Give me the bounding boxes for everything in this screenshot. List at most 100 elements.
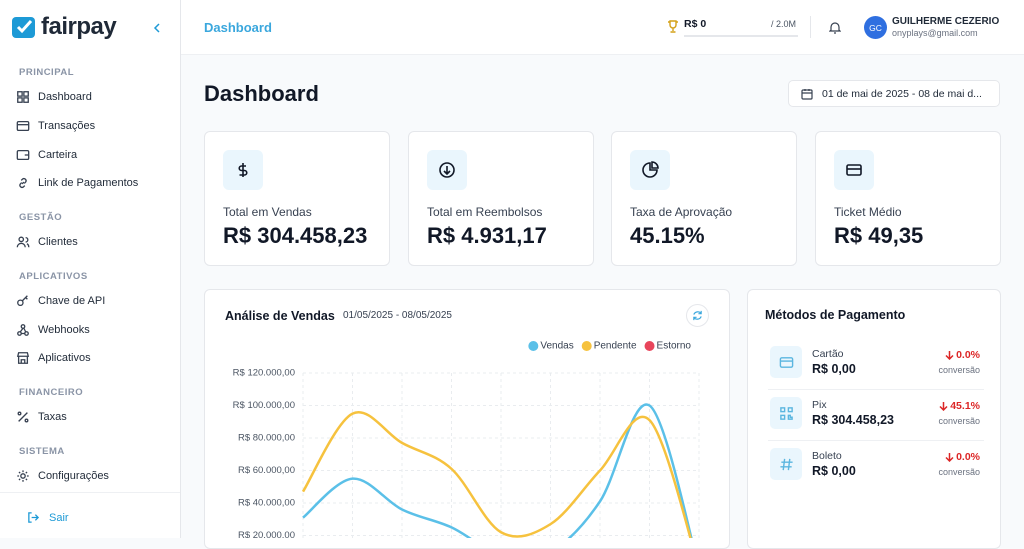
nav-icon: [17, 470, 29, 482]
stat-value: R$ 304.458,23: [223, 223, 368, 248]
logout-icon: [28, 512, 40, 523]
goal-progress: [684, 35, 798, 37]
logout-button[interactable]: Sair: [27, 511, 69, 524]
nav-item[interactable]: Configurações: [16, 468, 109, 484]
method-amount: R$ 0,00: [812, 464, 856, 478]
nav-item[interactable]: Clientes: [16, 234, 78, 250]
nav-item[interactable]: Carteira: [16, 147, 77, 163]
nav-section-title: SISTEMA: [19, 445, 65, 457]
nav-icon: [16, 236, 30, 248]
user-name: GUILHERME CEZERIO: [892, 16, 1000, 27]
icon: [779, 356, 793, 368]
logo-icon: [12, 17, 35, 38]
legend-label: Estorno: [657, 341, 692, 352]
notifications-button[interactable]: [829, 21, 841, 34]
change-value: 0.0%: [956, 451, 980, 463]
nav-icon: [17, 411, 29, 423]
nav-item[interactable]: Dashboard: [16, 89, 92, 105]
payment-method: Pix R$ 304.458,23 45.1% conversão: [768, 389, 984, 441]
nav-item[interactable]: Link de Pagamentos: [16, 175, 138, 191]
method-name: Boleto: [812, 450, 842, 462]
nav-icon: [16, 149, 30, 160]
nav-label: Aplicativos: [38, 352, 91, 365]
stat-icon: [427, 150, 467, 190]
legend-marker: [528, 341, 539, 351]
y-tick-label: R$ 40.000,00: [238, 498, 295, 509]
nav-label: Taxas: [38, 411, 67, 423]
payment-method: Boleto R$ 0,00 0.0% conversão: [768, 440, 984, 492]
legend-marker: [581, 341, 592, 351]
stat-card: Total em Vendas R$ 304.458,23: [204, 131, 390, 266]
trophy-icon: [668, 20, 678, 33]
method-icon: [770, 346, 802, 378]
method-change: 45.1%: [939, 400, 980, 412]
method-amount: R$ 0,00: [812, 362, 856, 376]
nav-item[interactable]: Transações: [16, 118, 95, 134]
legend-label: Pendente: [594, 341, 637, 352]
series-line: [301, 410, 692, 538]
stat-value: R$ 49,35: [834, 223, 924, 248]
payment-methods-card: Métodos de Pagamento Cartão R$ 0,00 0.0% co…: [747, 289, 1001, 549]
nav-icon: [17, 295, 28, 306]
nav-section-title: APLICATIVOS: [19, 270, 88, 282]
calendar-icon: [801, 89, 813, 100]
divider: [810, 16, 811, 38]
refresh-icon: [693, 310, 702, 321]
refresh-button[interactable]: [686, 304, 709, 327]
method-icon: [770, 397, 802, 429]
nav-item[interactable]: Chave de API: [16, 293, 105, 309]
nav-section-title: FINANCEIRO: [19, 386, 84, 398]
divider: [768, 440, 984, 441]
stat-icon: [223, 150, 263, 190]
nav-item[interactable]: Webhooks: [16, 322, 90, 338]
y-tick-label: R$ 80.000,00: [238, 433, 295, 444]
divider: [768, 389, 984, 390]
collapse-button[interactable]: [153, 23, 161, 33]
icon: [238, 163, 248, 177]
y-tick-label: R$ 120.000,00: [233, 368, 295, 379]
stat-label: Total em Vendas: [223, 205, 312, 219]
down-arrow: [939, 402, 948, 411]
stat-label: Taxa de Aprovação: [630, 205, 733, 219]
sidebar: fairpay PRINCIPAL Dashboard Transações Cart…: [0, 0, 181, 538]
nav-section-title: PRINCIPAL: [19, 67, 74, 78]
goal: / 2.0M: [771, 19, 797, 29]
nav-label: Transações: [38, 119, 96, 132]
nav-label: Configurações: [38, 469, 109, 482]
nav-label: Carteira: [38, 148, 78, 161]
y-tick-label: R$ 100.000,00: [233, 400, 295, 411]
breadcrumb: Dashboard: [204, 20, 272, 35]
avatar[interactable]: GC: [864, 16, 887, 39]
date-picker[interactable]: 01 de mai de 2025 - 08 de mai d...: [788, 80, 1000, 107]
stat-label: Ticket Médio: [834, 205, 902, 219]
method-note: conversão: [938, 416, 980, 426]
stat-card: Taxa de Aprovação 45.15%: [611, 131, 797, 266]
logout-label: Sair: [49, 511, 69, 524]
method-note: conversão: [938, 467, 980, 477]
icon: [439, 162, 455, 178]
nav-label: Link de Pagamentos: [38, 177, 139, 190]
down-arrow: [945, 453, 954, 462]
user-email: onyplays@gmail.com: [892, 28, 978, 38]
nav-item[interactable]: Taxas: [16, 409, 67, 425]
chart-subtitle: 01/05/2025 - 08/05/2025: [343, 310, 452, 321]
y-tick-label: R$ 60.000,00: [238, 465, 295, 476]
stat-icon: [630, 150, 670, 190]
method-name: Cartão: [812, 348, 844, 360]
page-title: Dashboard: [204, 81, 319, 106]
payment-method: Cartão R$ 0,00 0.0% conversão: [768, 340, 984, 390]
icon: [779, 458, 793, 470]
method-note: conversão: [938, 365, 980, 375]
nav-section-title: GESTÃO: [19, 211, 63, 223]
nav-icon: [19, 178, 27, 189]
stat-card: Ticket Médio R$ 49,35: [815, 131, 1001, 266]
nav-icon: [16, 120, 30, 131]
chart: R$ 20.000,00 R$ 40.000,00 R$ 60.000,00 R$ 8…: [233, 341, 700, 538]
nav-label: Chave de API: [38, 294, 106, 307]
nav-icon: [17, 91, 29, 104]
chart-card: Análise de Vendas 01/05/2025 - 08/05/202…: [204, 289, 730, 549]
y-tick-label: R$ 20.000,00: [238, 530, 295, 538]
nav-item[interactable]: Aplicativos: [16, 350, 91, 366]
nav-label: Clientes: [38, 236, 78, 248]
